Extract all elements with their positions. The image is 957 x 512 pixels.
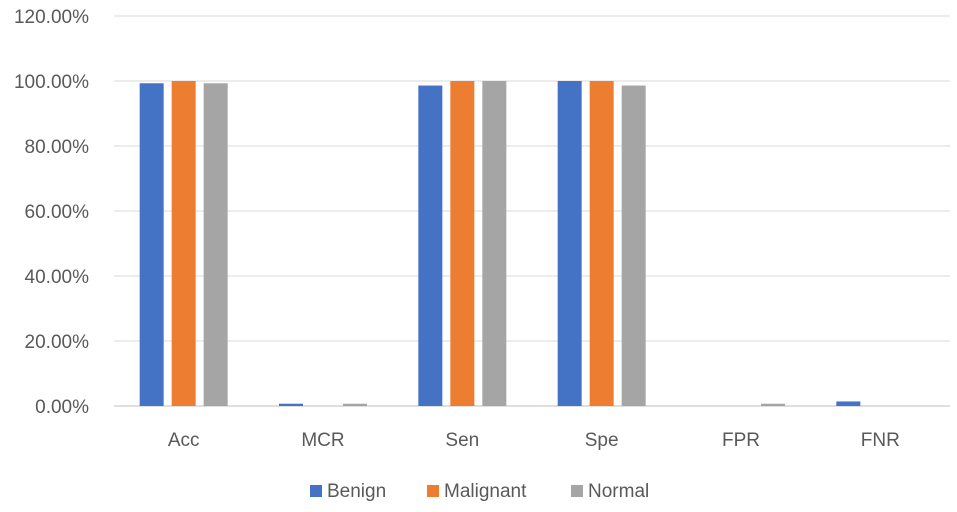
bar-malignant-acc: [171, 81, 196, 406]
y-tick-label: 60.00%: [25, 202, 90, 223]
y-tick-label: 80.00%: [25, 137, 90, 158]
bar-benign-fnr: [836, 401, 861, 406]
gridlines: [114, 15, 950, 407]
bar-normal-acc: [203, 83, 228, 407]
x-tick-label: MCR: [301, 430, 344, 451]
y-tick-label: 20.00%: [25, 332, 90, 353]
bar-benign-mcr: [279, 403, 303, 406]
x-axis-ticks: Acc MCR Sen Spe FPR FNR: [168, 430, 900, 451]
x-tick-label: Sen: [445, 430, 479, 451]
bar-normal-sen: [482, 81, 507, 406]
bar-benign-sen: [418, 85, 443, 407]
bars: [139, 81, 861, 407]
x-tick-label: FPR: [722, 430, 760, 451]
bar-normal-spe: [621, 85, 646, 407]
x-tick-label: FNR: [861, 430, 900, 451]
y-tick-label: 0.00%: [35, 397, 89, 418]
legend-label-normal: Normal: [588, 481, 649, 502]
bar-malignant-spe: [589, 81, 614, 406]
legend: Benign Malignant Normal: [310, 481, 649, 502]
legend-swatch-normal: [571, 485, 583, 497]
legend-label-malignant: Malignant: [444, 481, 527, 502]
bar-normal-fpr: [761, 403, 785, 406]
y-axis-ticks: 0.00% 20.00% 40.00% 60.00% 80.00% 100.00% 120.…: [14, 7, 89, 418]
y-tick-label: 120.00%: [14, 7, 89, 28]
y-tick-label: 100.00%: [14, 72, 89, 93]
legend-label-benign: Benign: [327, 481, 386, 502]
legend-swatch-malignant: [427, 485, 439, 497]
legend-swatch-benign: [310, 485, 322, 497]
bar-benign-spe: [557, 81, 582, 406]
y-tick-label: 40.00%: [25, 267, 90, 288]
bar-malignant-sen: [450, 81, 475, 406]
x-tick-label: Spe: [585, 430, 619, 451]
bar-benign-acc: [139, 83, 164, 407]
x-tick-label: Acc: [168, 430, 200, 451]
bar-normal-mcr: [343, 403, 367, 406]
